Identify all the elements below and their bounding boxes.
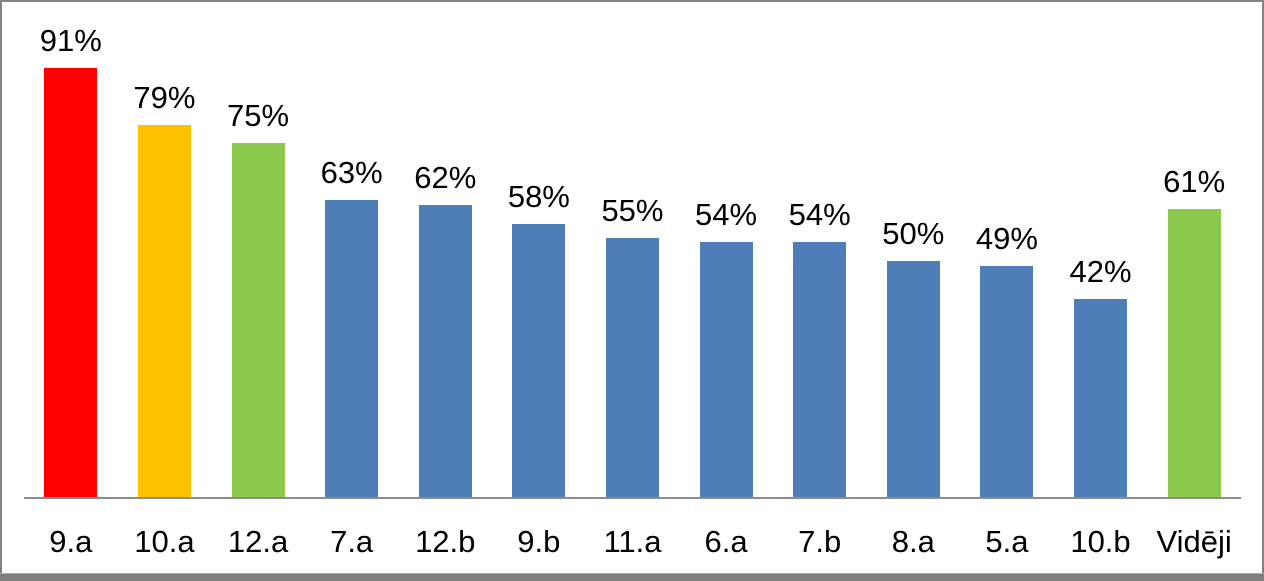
bar-slot: 55% <box>586 2 680 497</box>
bar <box>699 242 753 497</box>
bar <box>512 223 566 497</box>
bar-value-label: 79% <box>133 79 196 115</box>
bar <box>1074 299 1127 497</box>
bar-slot: 62% <box>398 2 492 497</box>
bar-slot: 75% <box>211 2 305 497</box>
category-label: 9.b <box>517 524 561 559</box>
bar-value-label: 91% <box>39 22 102 58</box>
bar-value-label: 63% <box>320 155 383 190</box>
x-axis-line <box>24 497 1241 499</box>
category-label: 7.a <box>330 524 374 559</box>
bar <box>980 266 1034 497</box>
bar-value-label: 50% <box>882 216 945 252</box>
bar-value-label: 61% <box>1163 164 1226 200</box>
bar-slot: 54% <box>679 2 773 497</box>
category-labels-row: 9.a 10.a 12.a 7.a 12.b 9.b 11.a 6.a 7.b 8.a 5.a 10.… <box>24 524 1241 560</box>
bar <box>1167 209 1221 497</box>
bar-slot: 42% <box>1054 2 1148 497</box>
bar-value-label: 55% <box>601 192 664 228</box>
bar-slot: 54% <box>773 2 867 497</box>
category-label: 6.a <box>704 524 748 559</box>
category-label: 8.a <box>891 524 935 559</box>
category-label: 10.b <box>1070 524 1131 559</box>
bar-value-label: 42% <box>1069 254 1132 289</box>
bar-value-label: 75% <box>227 98 290 134</box>
bar-slot: 79% <box>118 2 212 497</box>
bars-row: 91% 79% 75% 63% 62% 58% 55% 54% 54% 50% … <box>24 2 1241 497</box>
bar <box>886 261 940 497</box>
bar-value-label: 49% <box>975 221 1038 256</box>
bar-value-label: 54% <box>695 197 758 233</box>
bar-slot: 49% <box>960 2 1054 497</box>
bar <box>137 124 191 497</box>
bar <box>418 204 472 497</box>
bar-slot: 61% <box>1147 2 1241 497</box>
bar-slot: 58% <box>492 2 586 497</box>
category-label: 12.b <box>415 524 476 559</box>
bar-slot: 50% <box>866 2 960 497</box>
bar-slot: 63% <box>305 2 399 497</box>
bar <box>44 67 98 497</box>
bar <box>231 143 285 497</box>
bar <box>325 200 379 497</box>
category-label: 9.a <box>49 524 93 559</box>
bar-value-label: 62% <box>414 159 477 195</box>
category-label: 7.b <box>798 524 842 559</box>
category-label: Vidēji <box>1156 524 1232 559</box>
bar <box>793 242 847 497</box>
category-label: 12.a <box>227 524 289 559</box>
bar-value-label: 54% <box>788 197 851 233</box>
bar <box>605 237 659 497</box>
bar-value-label: 58% <box>507 178 570 214</box>
category-label: 5.a <box>985 524 1029 559</box>
category-label: 10.a <box>134 524 195 559</box>
bottom-strip <box>0 573 1264 581</box>
bar-slot: 91% <box>24 2 118 497</box>
category-label: 11.a <box>603 524 662 559</box>
